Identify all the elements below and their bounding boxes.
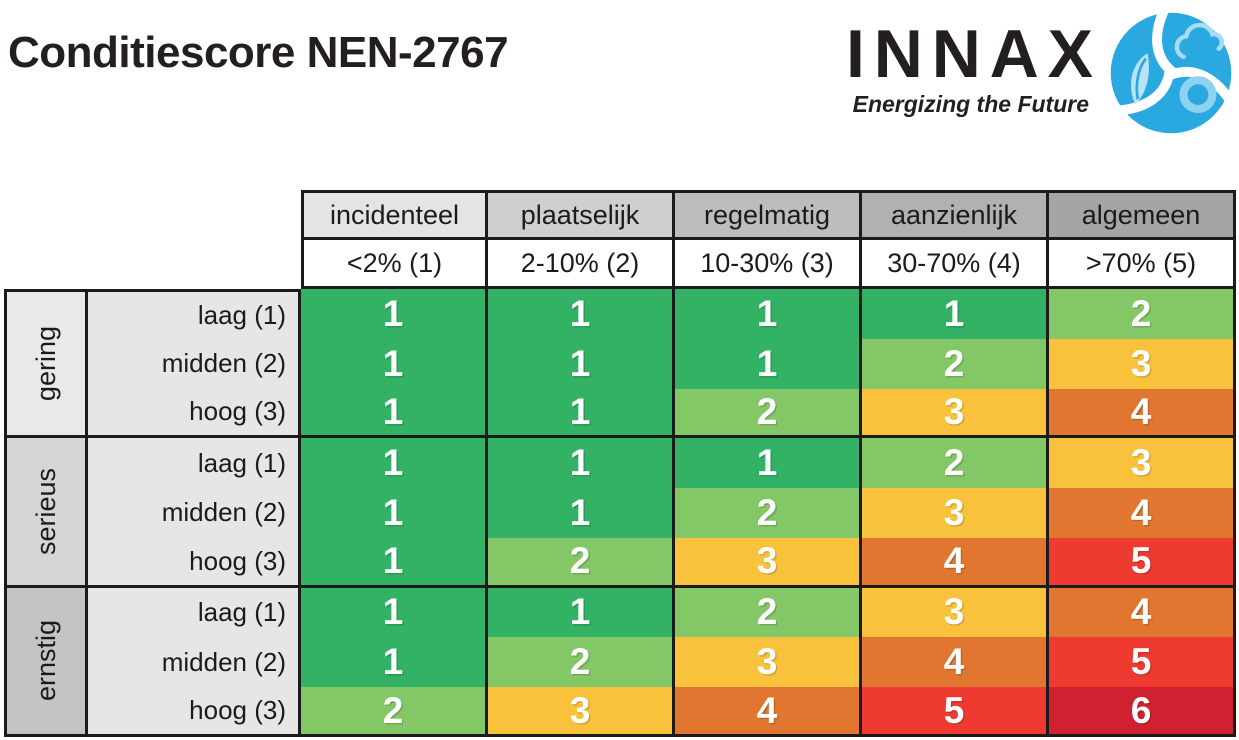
extent-range-1: <2% (1) [301,240,488,289]
score-cell: 2 [862,338,1049,389]
extent-header-plaatselijk: plaatselijk [488,190,675,240]
innax-tagline: Energizing the Future [852,91,1089,117]
group-label-text: gering [30,326,61,402]
innax-logo: INNAX Energizing the Future [846,10,1235,136]
extent-range-5: >70% (5) [1049,240,1236,289]
condition-score-matrix: incidenteel plaatselijk regelmatig aanzi… [4,190,1236,737]
score-cell: 1 [488,388,675,439]
score-cell: 3 [1049,438,1236,489]
score-cell: 4 [1049,587,1236,638]
score-cell: 2 [862,438,1049,489]
group-label-serieus: serieus [4,438,88,588]
score-cell: 6 [1049,687,1236,737]
score-cell: 2 [1049,289,1236,339]
score-cell: 5 [1049,637,1236,688]
group-label-text: ernstig [30,620,61,702]
score-cell: 2 [675,388,862,439]
extent-header-regelmatig: regelmatig [675,190,862,240]
score-cell: 1 [862,289,1049,339]
score-cell: 5 [1049,537,1236,588]
score-cell: 3 [675,537,862,588]
score-cell: 3 [488,687,675,737]
group-label-gering: gering [4,289,88,439]
score-cell: 3 [862,488,1049,538]
row-label: hoog (3) [88,687,301,737]
score-cell: 1 [301,488,488,538]
score-cell: 1 [301,587,488,638]
score-cell: 3 [862,587,1049,638]
page-title: Conditiescore NEN-2767 [8,28,509,77]
score-cell: 1 [488,587,675,638]
score-cell: 1 [301,537,488,588]
score-cell: 4 [1049,388,1236,439]
innax-wordmark: INNAX [846,16,1102,92]
score-cell: 1 [675,338,862,389]
extent-header-aanzienlijk: aanzienlijk [862,190,1049,240]
score-cell: 2 [488,537,675,588]
score-cell: 5 [862,687,1049,737]
innax-logo-text: INNAX Energizing the Future [846,10,1093,118]
extent-range-3: 10-30% (3) [675,240,862,289]
row-label: laag (1) [88,438,301,489]
innax-swirl-icon [1110,10,1233,134]
row-label: midden (2) [88,488,301,538]
extent-header-algemeen: algemeen [1049,190,1236,240]
group-label-ernstig: ernstig [4,587,88,737]
score-cell: 2 [301,687,488,737]
score-cell: 1 [488,438,675,489]
score-cell: 1 [301,438,488,489]
score-cell: 4 [862,537,1049,588]
score-cell: 3 [1049,338,1236,389]
score-cell: 3 [862,388,1049,439]
score-cell: 1 [301,637,488,688]
score-cell: 1 [488,289,675,339]
row-label: midden (2) [88,637,301,688]
extent-range-4: 30-70% (4) [862,240,1049,289]
row-label: laag (1) [88,587,301,638]
score-cell: 1 [301,388,488,439]
row-label: hoog (3) [88,388,301,439]
extent-header-incidenteel: incidenteel [301,190,488,240]
extent-range-2: 2-10% (2) [488,240,675,289]
score-cell: 4 [862,637,1049,688]
score-cell: 1 [301,289,488,339]
score-cell: 2 [675,587,862,638]
score-cell: 1 [488,338,675,389]
row-label: laag (1) [88,289,301,339]
score-cell: 4 [675,687,862,737]
score-cell: 2 [675,488,862,538]
score-cell: 1 [488,488,675,538]
group-label-text: serieus [30,467,61,555]
score-cell: 2 [488,637,675,688]
score-cell: 1 [675,289,862,339]
score-cell: 4 [1049,488,1236,538]
score-cell: 1 [301,338,488,389]
row-label: hoog (3) [88,537,301,588]
row-label: midden (2) [88,338,301,389]
score-cell: 1 [675,438,862,489]
score-cell: 3 [675,637,862,688]
